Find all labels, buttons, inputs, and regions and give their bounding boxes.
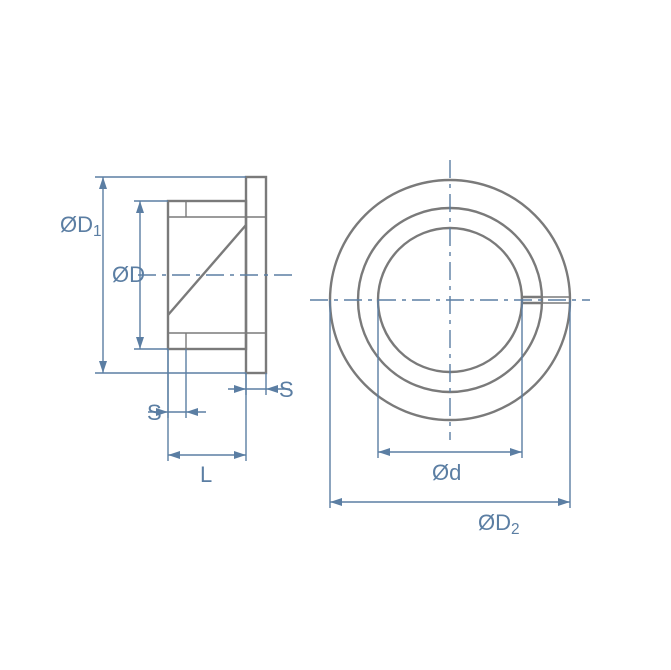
drawing-canvas: ØD1 ØD S S L Ød ØD2 — [0, 0, 671, 670]
dim-d: Ød — [432, 460, 461, 485]
slit-line — [168, 225, 246, 315]
technical-drawing: { "type": "technical-drawing", "descript… — [0, 0, 671, 670]
dim-S-left: S — [147, 400, 162, 425]
dim-S-right: S — [279, 377, 294, 402]
dim-D1: ØD1 — [60, 212, 102, 240]
dim-D: ØD — [112, 262, 145, 287]
dim-D2: ØD2 — [478, 510, 520, 538]
dim-L: L — [200, 462, 212, 487]
